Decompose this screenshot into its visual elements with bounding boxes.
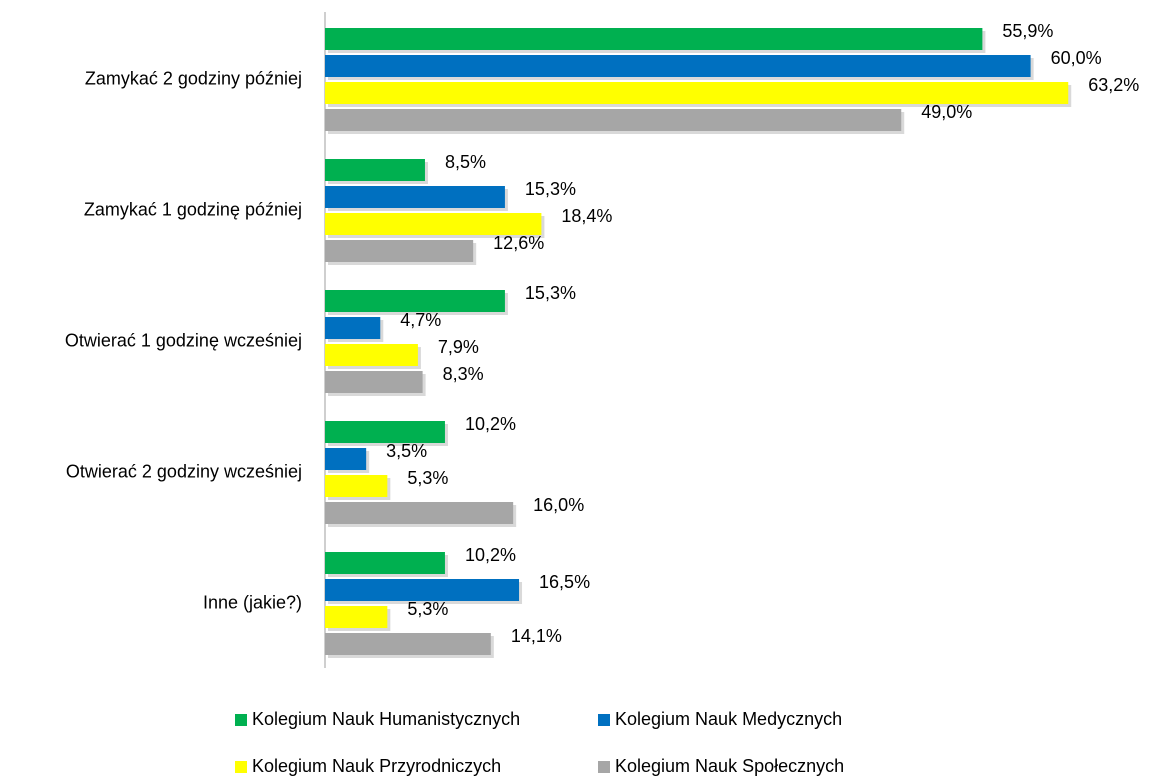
- legend-swatch: [235, 761, 247, 773]
- value-label: 5,3%: [407, 599, 448, 619]
- category-label: Otwierać 1 godzinę wcześniej: [65, 330, 302, 350]
- value-label: 12,6%: [493, 233, 544, 253]
- value-label: 16,5%: [539, 572, 590, 592]
- bar: [325, 82, 1069, 104]
- value-label: 8,3%: [443, 364, 484, 384]
- value-label: 63,2%: [1088, 75, 1139, 95]
- bar: [325, 290, 505, 312]
- legend-swatch: [598, 714, 610, 726]
- legend-label: Kolegium Nauk Przyrodniczych: [252, 756, 501, 776]
- value-label: 15,3%: [525, 179, 576, 199]
- bar: [325, 371, 423, 393]
- bar: [325, 633, 491, 655]
- bar: [325, 448, 367, 470]
- legend-label: Kolegium Nauk Społecznych: [615, 756, 844, 776]
- bar: [325, 240, 474, 262]
- value-label: 60,0%: [1051, 48, 1102, 68]
- bar: [325, 186, 505, 208]
- value-label: 10,2%: [465, 414, 516, 434]
- bar: [325, 317, 381, 339]
- value-label: 10,2%: [465, 545, 516, 565]
- bar: [325, 159, 425, 181]
- legend-label: Kolegium Nauk Medycznych: [615, 709, 842, 729]
- bar: [325, 28, 983, 50]
- legend-label: Kolegium Nauk Humanistycznych: [252, 709, 520, 729]
- value-label: 16,0%: [533, 495, 584, 515]
- legend-swatch: [235, 714, 247, 726]
- value-label: 15,3%: [525, 283, 576, 303]
- value-label: 18,4%: [561, 206, 612, 226]
- bar: [325, 579, 520, 601]
- bar: [325, 344, 418, 366]
- category-label: Otwierać 2 godziny wcześniej: [66, 461, 302, 481]
- value-label: 8,5%: [445, 152, 486, 172]
- bar: [325, 213, 542, 235]
- bar: [325, 475, 388, 497]
- bar: [325, 109, 902, 131]
- category-label: Zamykać 2 godziny później: [85, 68, 302, 88]
- category-label: Zamykać 1 godzinę później: [84, 199, 302, 219]
- bar: [325, 502, 514, 524]
- legend-swatch: [598, 761, 610, 773]
- value-label: 4,7%: [400, 310, 441, 330]
- value-label: 55,9%: [1002, 21, 1053, 41]
- category-label: Inne (jakie?): [203, 592, 302, 612]
- bar: [325, 606, 388, 628]
- bar: [325, 55, 1031, 77]
- bar: [325, 421, 445, 443]
- value-label: 49,0%: [921, 102, 972, 122]
- bar: [325, 552, 445, 574]
- value-label: 14,1%: [511, 626, 562, 646]
- value-label: 5,3%: [407, 468, 448, 488]
- value-label: 3,5%: [386, 441, 427, 461]
- value-label: 7,9%: [438, 337, 479, 357]
